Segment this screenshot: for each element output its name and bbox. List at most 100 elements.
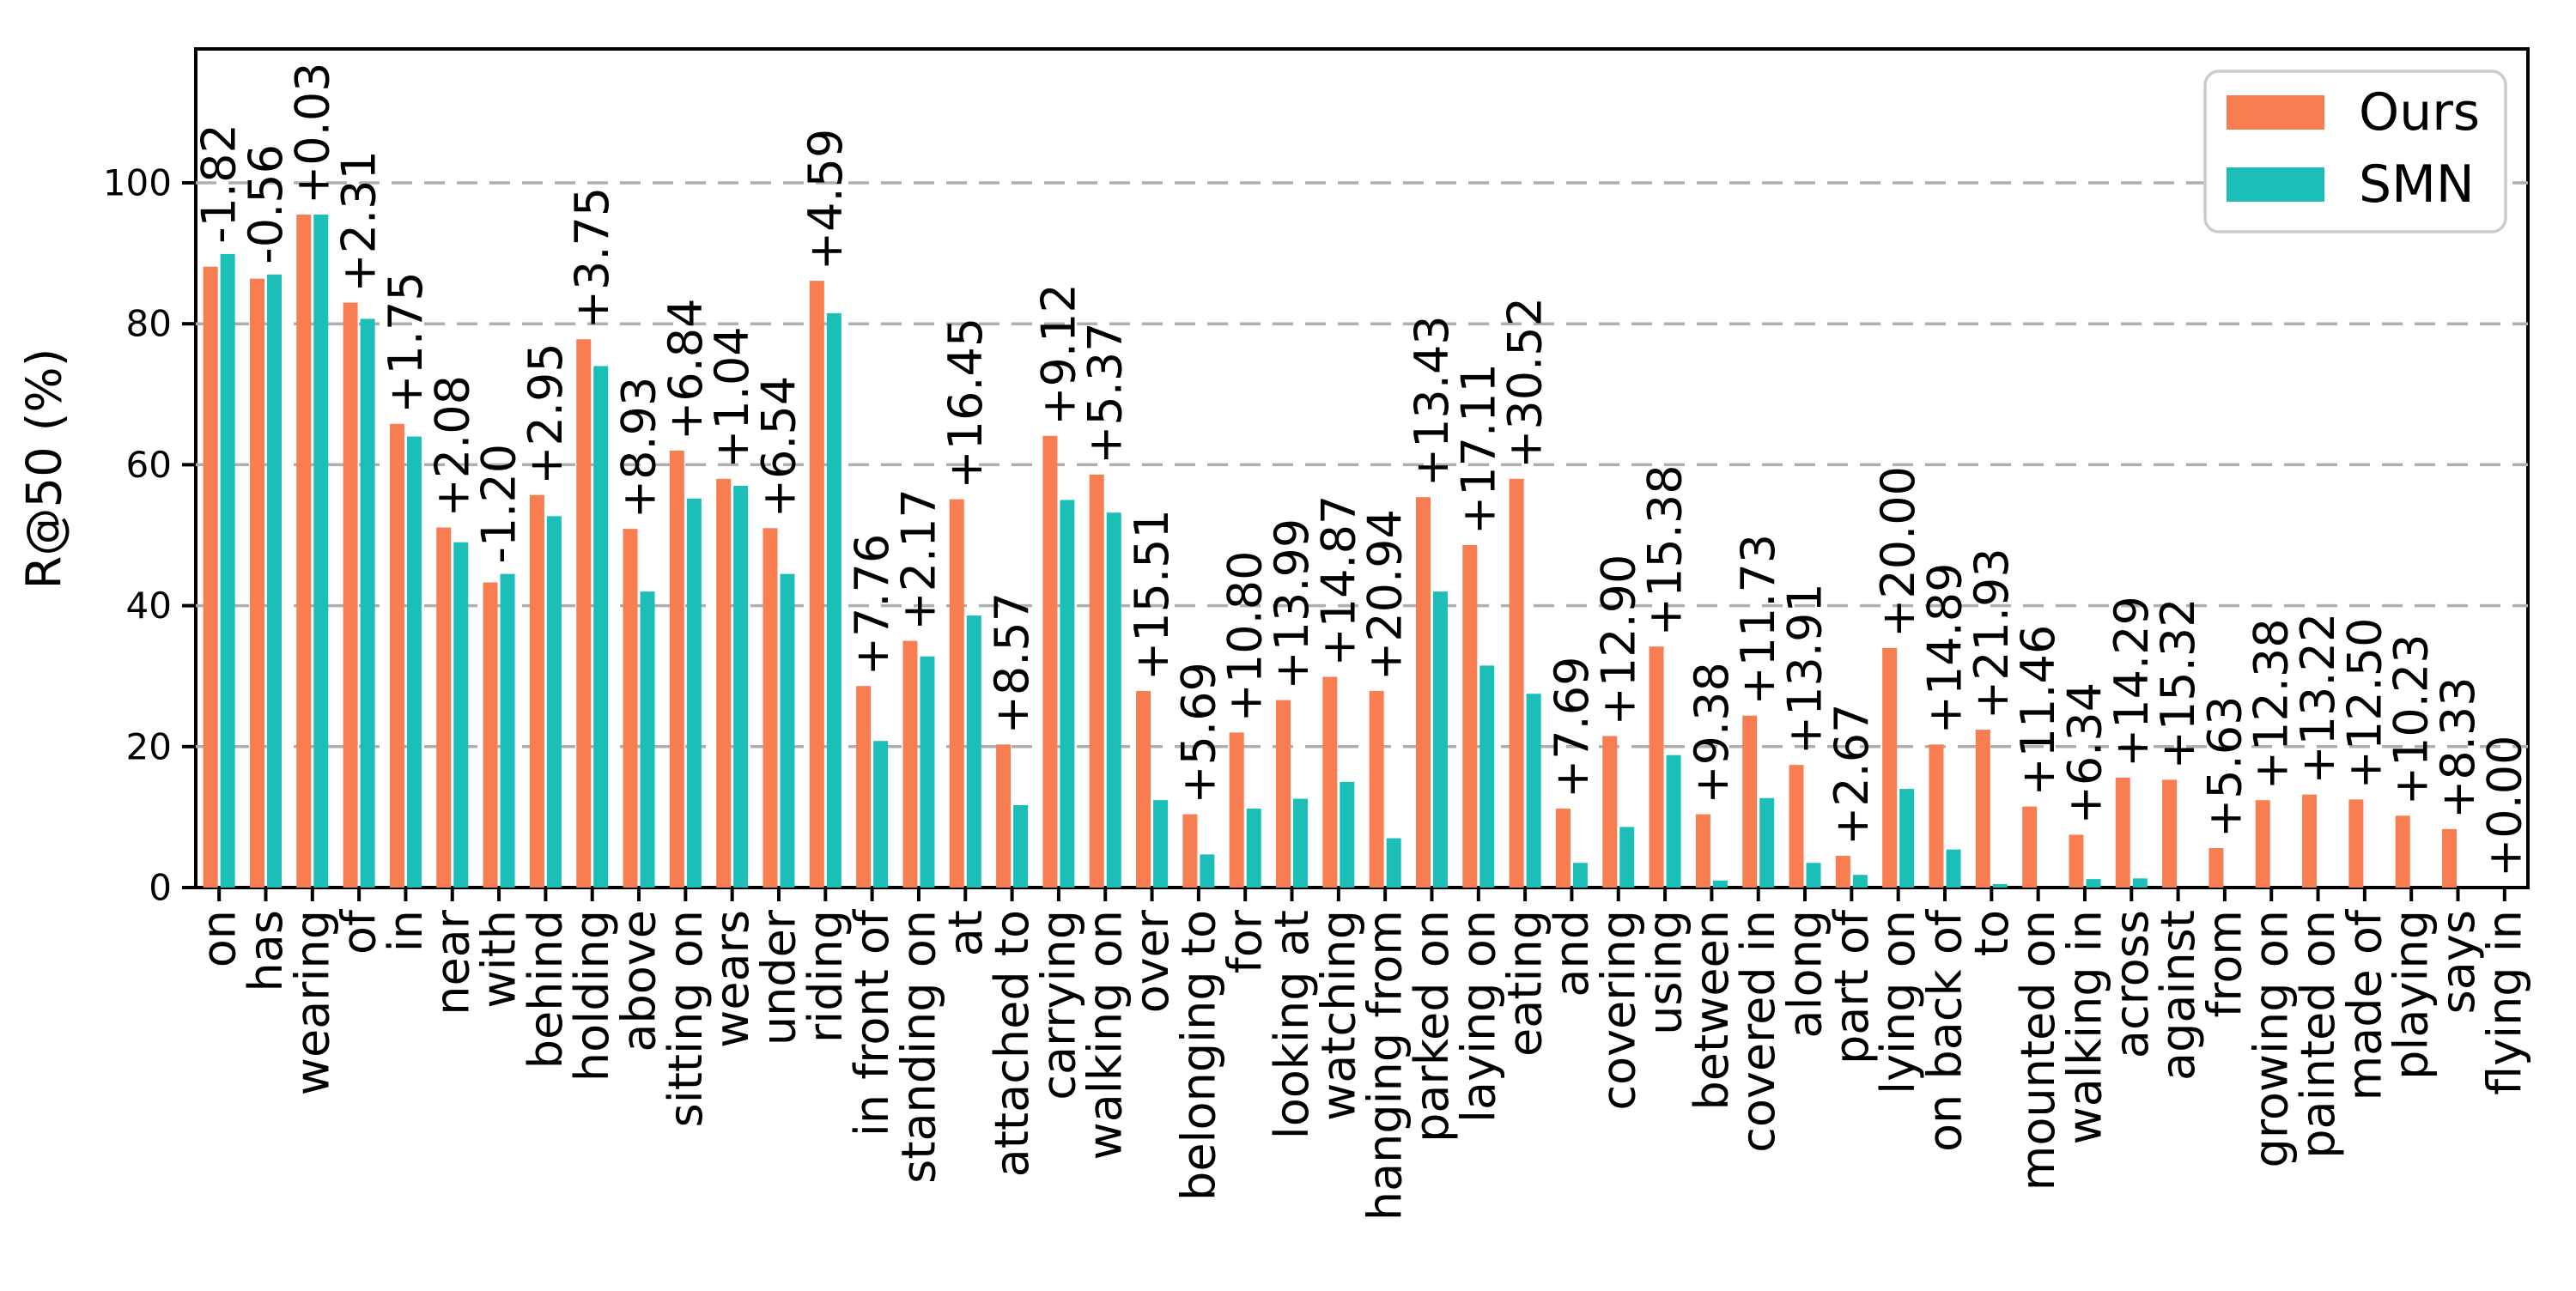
delta-annotation-to: +21.93: [1965, 548, 2019, 719]
delta-annotation-has: -0.56: [239, 144, 293, 264]
delta-annotation-with: -1.20: [472, 444, 526, 564]
delta-annotation-attached-to: +8.57: [985, 592, 1039, 734]
x-tick-label-under: under: [752, 909, 806, 1046]
bar-ours-hanging-from: [1369, 690, 1384, 888]
x-tick-label-laying-on: laying on: [1451, 910, 1505, 1123]
bar-smn-sitting-on: [686, 498, 702, 888]
delta-annotation-made-of: +12.50: [2337, 618, 2391, 790]
delta-annotation-walking-in: +6.34: [2057, 682, 2111, 824]
delta-annotation-hanging-from: +20.94: [1358, 509, 1413, 681]
bar-smn-and: [1572, 863, 1588, 888]
delta-annotation-walking-on: +5.37: [1078, 322, 1133, 464]
delta-annotation-covering: +12.90: [1591, 555, 1645, 726]
bar-ours-carrying: [1042, 435, 1058, 888]
x-tick-label-on-back-of: on back of: [1918, 908, 1972, 1152]
bar-smn-hanging-from: [1386, 838, 1401, 888]
delta-annotation-near: +2.08: [425, 375, 479, 517]
bar-ours-above: [623, 529, 638, 888]
delta-annotation-flying-in: +0.00: [2477, 736, 2531, 877]
bar-ours-sitting-on: [669, 450, 684, 888]
bar-ours-lying-on: [1882, 647, 1898, 888]
bar-smn-for: [1246, 809, 1261, 888]
bar-smn-covering: [1619, 827, 1635, 888]
x-tick-label-painted-on: painted on: [2291, 910, 2345, 1159]
delta-annotation-for: +10.80: [1218, 551, 1273, 723]
delta-annotation-at: +16.45: [939, 318, 993, 489]
delta-annotation-between: +9.38: [1685, 662, 1739, 803]
delta-annotation-growing-on: +12.38: [2245, 618, 2299, 790]
bar-ours-holding: [576, 339, 592, 888]
bar-ours-looking-at: [1276, 700, 1291, 888]
delta-annotation-in: +1.75: [379, 271, 433, 413]
bar-smn-with: [500, 573, 515, 888]
bar-smn-on-back-of: [1946, 849, 1961, 888]
bar-ours-in-front-of: [856, 686, 872, 888]
bar-smn-walking-on: [1106, 512, 1121, 888]
bar-ours-growing-on: [2255, 800, 2270, 888]
y-axis-ticks: [182, 181, 196, 889]
delta-annotation-painted-on: +13.22: [2291, 613, 2345, 785]
delta-annotation-holding: +3.75: [565, 187, 619, 329]
delta-annotation-carrying: +9.12: [1031, 283, 1085, 425]
bar-ours-has: [249, 278, 264, 888]
delta-annotation-over: +15.51: [1125, 509, 1179, 681]
x-tick-label-looking-at: looking at: [1265, 910, 1319, 1139]
x-tick-label-sitting-on: sitting on: [659, 910, 713, 1127]
bar-smn-lying-on: [1899, 789, 1915, 888]
bar-smn-in: [406, 436, 422, 888]
delta-annotation-across: +14.29: [2105, 596, 2159, 767]
delta-annotation-wears: +1.04: [705, 326, 759, 468]
x-tick-label-near: near: [425, 909, 479, 1015]
x-tick-label-at: at: [939, 910, 993, 956]
delta-annotation-eating: +30.52: [1498, 297, 1552, 469]
bar-ours-says: [2442, 828, 2458, 888]
bar-ours-on-back-of: [1929, 744, 1944, 888]
bar-ours-painted-on: [2302, 794, 2318, 888]
bar-delta-annotations: -1.82-0.56+0.03+2.31+1.75+2.08-1.20+2.95…: [192, 62, 2532, 877]
x-tick-label-lying-on: lying on: [1871, 910, 1925, 1094]
bar-smn-parked-on: [1432, 591, 1448, 888]
delta-annotation-in-front-of: +7.76: [845, 534, 899, 676]
plot-frame: [194, 47, 2530, 889]
delta-annotation-of: +2.31: [332, 150, 386, 292]
x-tick-label-belonging-to: belonging to: [1171, 910, 1225, 1201]
delta-annotation-parked-on: +13.43: [1405, 315, 1459, 487]
bar-smn-in-front-of: [873, 741, 889, 888]
bar-ours-and: [1555, 809, 1571, 888]
bar-ours-belonging-to: [1182, 814, 1198, 888]
bar-smn-carrying: [1060, 500, 1075, 888]
x-tick-label-using: using: [1638, 910, 1692, 1035]
delta-annotation-behind: +2.95: [519, 342, 573, 484]
legend-label-ours: Ours: [2359, 82, 2480, 142]
delta-annotation-sitting-on: +6.84: [659, 298, 713, 439]
x-tick-label-hanging-from: hanging from: [1358, 910, 1413, 1221]
bar-ours-of: [343, 302, 358, 888]
bar-ours-wearing: [296, 214, 312, 888]
x-tick-label-along: along: [1778, 910, 1832, 1039]
bar-ours-mounted-on: [2022, 806, 2038, 888]
y-tick-label-20: 20: [126, 725, 172, 767]
delta-annotation-under: +6.54: [752, 376, 806, 518]
x-tick-label-covered-in: covered in: [1731, 910, 1785, 1153]
bar-ours-in: [389, 423, 404, 888]
bar-smn-on: [220, 253, 235, 888]
y-tick-label-100: 100: [103, 162, 172, 204]
bar-ours-using: [1649, 646, 1664, 888]
delta-annotation-laying-on: +17.11: [1451, 363, 1505, 535]
bar-smn-holding: [593, 366, 609, 888]
bar-smn-wears: [733, 486, 749, 888]
delta-annotation-on: -1.82: [192, 124, 246, 244]
x-tick-label-for: for: [1218, 909, 1273, 973]
x-tick-label-mounted-on: mounted on: [2011, 910, 2065, 1191]
y-tick-label-80: 80: [126, 303, 172, 345]
x-tick-label-wears: wears: [705, 910, 759, 1048]
bar-ours-along: [1789, 765, 1804, 888]
bar-smn-covered-in: [1759, 797, 1775, 888]
x-tick-label-in-front-of: in front of: [845, 908, 899, 1136]
delta-annotation-part-of: +2.67: [1825, 704, 1879, 846]
x-tick-label-holding: holding: [565, 910, 619, 1082]
delta-annotation-on-back-of: +14.89: [1918, 562, 1972, 734]
x-tick-label-has: has: [239, 910, 293, 991]
x-tick-label-across: across: [2105, 910, 2159, 1058]
